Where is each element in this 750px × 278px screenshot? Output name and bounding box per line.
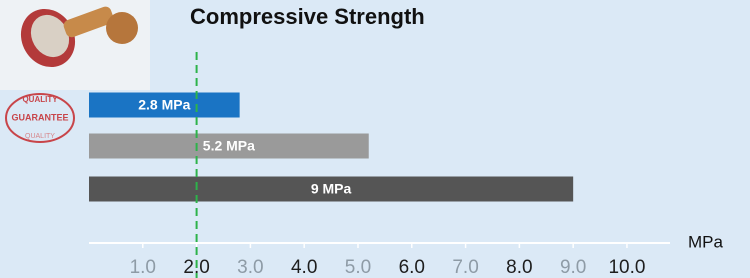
x-tick-label: 1.0: [130, 257, 156, 278]
stamp-label: QUALITY: [22, 95, 58, 104]
x-axis-label: MPa: [688, 232, 724, 251]
value-label: 5.2 MPa: [203, 138, 255, 154]
chart: QUALITY GUARANTEE QUALITY Compressive St…: [0, 0, 750, 278]
value-label: 9 MPa: [311, 181, 352, 197]
x-tick-label: 4.0: [291, 257, 317, 278]
x-tick-label: 3.0: [237, 257, 263, 278]
x-tick-label: 10.0: [608, 257, 645, 278]
x-tick-label: 9.0: [560, 257, 586, 278]
value-label: 2.8 MPa: [138, 97, 190, 113]
x-tick-label: 5.0: [345, 257, 371, 278]
x-tick-label: 8.0: [506, 257, 532, 278]
x-tick-label: 7.0: [452, 257, 478, 278]
stamp-label: QUALITY: [25, 133, 55, 140]
stamp: QUALITY GUARANTEE QUALITY: [0, 0, 150, 142]
x-tick-label: 6.0: [399, 257, 425, 278]
stamp-label: GUARANTEE: [11, 112, 68, 122]
chart-title: Compressive Strength: [190, 4, 425, 29]
